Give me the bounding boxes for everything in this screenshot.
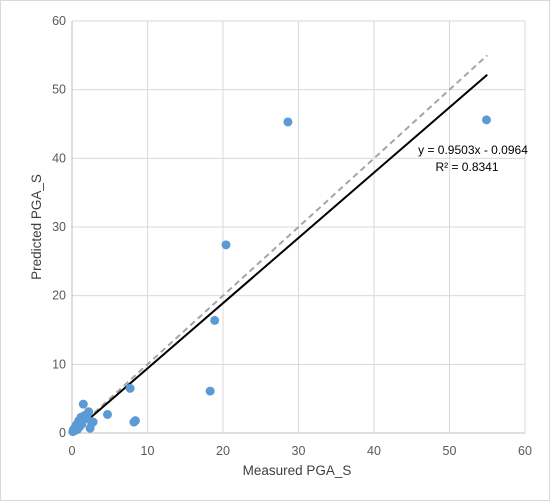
x-axis-title: Measured PGA_S xyxy=(243,463,352,478)
data-point xyxy=(481,115,491,125)
data-point xyxy=(78,399,88,409)
data-point xyxy=(84,407,94,417)
x-tick-label: 30 xyxy=(292,444,306,458)
y-tick-labels: 0 10 20 30 40 50 60 xyxy=(52,14,66,440)
identity-reference-line xyxy=(71,54,488,434)
x-tick-labels: 0 10 20 30 40 50 60 xyxy=(69,444,532,458)
data-point xyxy=(88,417,98,427)
x-tick-label: 40 xyxy=(367,444,381,458)
data-point xyxy=(77,419,87,429)
data-point xyxy=(221,240,231,250)
data-points xyxy=(68,115,491,437)
y-tick-label: 10 xyxy=(52,357,66,371)
y-tick-label: 30 xyxy=(52,220,66,234)
y-tick-label: 60 xyxy=(52,14,66,28)
data-point xyxy=(102,409,112,419)
data-point xyxy=(210,315,220,325)
trendline xyxy=(71,74,488,435)
data-point xyxy=(205,386,215,396)
y-tick-label: 40 xyxy=(52,151,66,165)
x-tick-label: 60 xyxy=(518,444,532,458)
x-tick-label: 10 xyxy=(141,444,155,458)
data-point xyxy=(283,117,293,127)
axes xyxy=(71,21,525,434)
y-axis-title: Predicted PGA_S xyxy=(29,174,44,280)
x-tick-label: 0 xyxy=(69,444,76,458)
trendline-equation: y = 0.9503x - 0.0964 xyxy=(418,143,528,157)
x-tick-label: 50 xyxy=(443,444,457,458)
y-tick-label: 20 xyxy=(52,289,66,303)
r-squared-label: R² = 0.8341 xyxy=(435,160,498,174)
data-point xyxy=(130,416,140,426)
lines xyxy=(71,54,488,435)
data-point xyxy=(125,383,135,393)
y-tick-label: 0 xyxy=(59,426,66,440)
y-tick-label: 50 xyxy=(52,83,66,97)
x-tick-label: 20 xyxy=(216,444,230,458)
